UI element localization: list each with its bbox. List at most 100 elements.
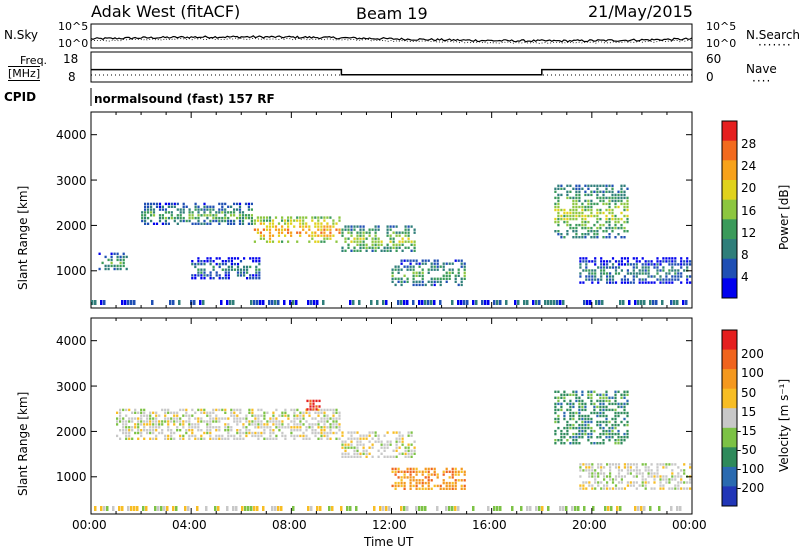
velocity-echo-cell [389,443,392,446]
velocity-echo-cell [575,393,578,396]
velocity-echo-cell [413,449,416,452]
velocity-echo-cell [317,420,320,423]
velocity-echo-cell [593,402,596,406]
velocity-cbar-tick-200: 200 [741,347,764,361]
power-echo-cell [215,262,218,266]
power-echo-cell [433,262,436,265]
power-echo-cell [554,220,557,224]
power-echo-cell [255,260,258,263]
velocity-echo-cell [397,484,400,488]
power-echo-cell [398,246,401,249]
power-echo-cell [671,275,674,278]
velocity-echo-cell [451,476,454,479]
velocity-echo-cell [593,442,596,445]
velocity-echo-cell [578,405,581,409]
velocity-echo-cell [421,479,424,482]
power-echo-cell [158,202,162,206]
power-echo-cell [353,249,356,252]
velocity-echo-cell [308,423,311,426]
power-echo-cell [626,278,629,281]
velocity-echo-cell [415,484,418,488]
power-echo-cell [238,211,242,214]
power-echo-cell [209,277,212,280]
power-echo-cell [677,269,680,272]
power-echo-cell [433,283,436,287]
velocity-echo-cell [353,431,356,434]
power-echo-region [554,184,629,239]
velocity-echo-cell [412,484,415,488]
power-echo-cell [392,237,395,240]
power-echo-cell [463,262,466,265]
velocity-echo-cell [569,408,572,412]
power-echo-cell [590,236,593,239]
velocity-echo-cell [209,434,212,438]
velocity-echo-cell [674,475,677,478]
power-echo-cell [584,226,587,230]
velocity-echo-cell [251,408,254,412]
velocity-echo-cell [614,393,617,396]
power-near-range-cell [199,300,202,305]
velocity-near-range-cell [535,506,538,511]
power-echo-cell [268,219,272,222]
power-echo-cell [230,222,233,225]
power-echo-cell [323,231,326,234]
power-echo-cell [418,271,421,274]
power-echo-cell [329,237,332,240]
power-echo-cell [600,275,603,278]
power-echo-cell [611,217,614,221]
power-echo-cell [572,205,575,209]
velocity-echo-cell [662,466,665,469]
velocity-echo-cell [128,431,131,435]
power-echo-cell [603,269,606,272]
power-echo-cell [614,223,617,227]
velocity-near-range-cell [649,506,652,511]
velocity-echo-cell [269,431,272,435]
power-echo-cell [430,265,433,268]
power-echo-cell [277,234,281,237]
velocity-echo-cell [239,408,242,412]
velocity-echo-cell [380,443,383,446]
power-echo-cell [203,271,206,274]
power-echo-cell [155,222,159,225]
velocity-echo-cell [635,481,638,484]
power-echo-cell [238,222,242,225]
power-echo-cell [457,271,460,274]
power-echo-cell [590,205,593,209]
power-echo-cell [258,262,261,266]
power-cbar-segment [722,239,737,260]
velocity-echo-region [306,399,321,411]
velocity-echo-cell [173,411,176,414]
power-near-range-cell [268,300,271,305]
power-echo-cell [407,240,410,243]
velocity-echo-cell [245,434,248,438]
power-near-range-cell [103,300,106,305]
velocity-echo-cell [587,396,590,399]
velocity-echo-cell [392,449,395,452]
velocity-echo-cell [158,431,161,435]
velocity-echo-cell [353,452,356,455]
velocity-echo-cell [317,426,320,429]
power-near-range-cell [475,300,478,305]
velocity-echo-cell [644,469,647,472]
power-echo-cell [413,228,416,231]
velocity-near-range-cell [157,506,160,511]
velocity-echo-cell [599,423,602,427]
power-echo-cell [620,211,623,215]
velocity-near-range-cell [676,506,679,511]
power-echo-cell [200,268,203,271]
velocity-near-range-cell [640,506,643,511]
power-echo-cell [212,214,215,217]
power-echo-cell [605,236,608,239]
velocity-echo-cell [575,436,578,439]
velocity-echo-cell [149,414,152,417]
velocity-echo-cell [338,411,341,414]
power-echo-cell [623,257,626,260]
power-echo-cell [680,272,683,275]
power-echo-cell [575,190,578,193]
power-echo-cell [158,219,162,223]
velocity-echo-cell [632,469,635,472]
power-echo-cell [463,274,466,277]
velocity-echo-cell [620,442,623,445]
power-echo-cell [412,274,415,277]
velocity-echo-cell [365,434,368,437]
